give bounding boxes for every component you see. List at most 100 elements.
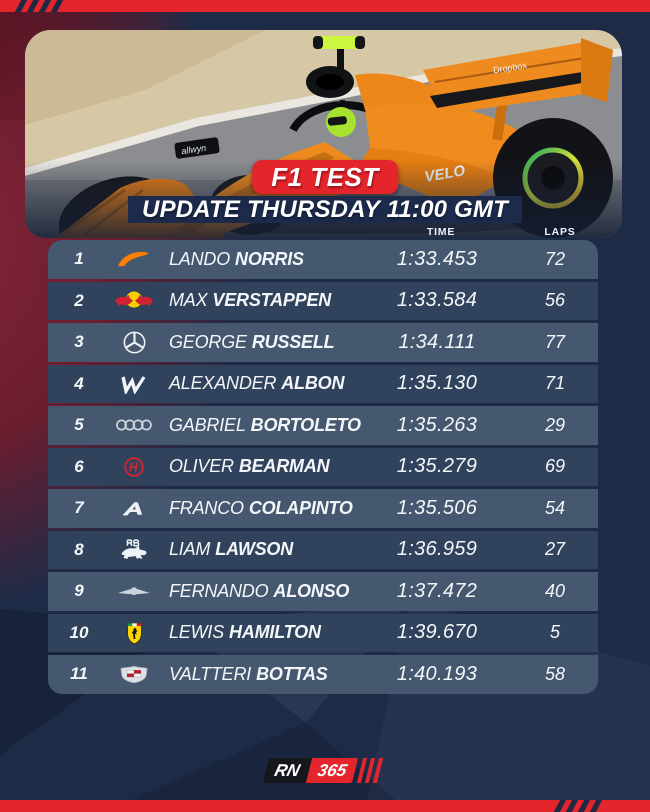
lap-count: 40 (544, 580, 566, 601)
driver-first-name: OLIVER (169, 456, 234, 477)
time-column-header: TIME (426, 226, 456, 238)
driver-name: LIAM LAWSON (158, 539, 362, 560)
driver-name: FRANCO COLAPINTO (158, 498, 362, 519)
driver-name: GABRIEL BORTOLETO (158, 415, 362, 436)
driver-last-name: ALBON (281, 373, 345, 394)
driver-last-name: HAMILTON (229, 622, 321, 643)
table-row: 6 OLIVER BEARMAN 1:35.279 69 (48, 447, 598, 486)
driver-first-name: MAX (169, 290, 208, 311)
lap-time: 1:35.279 (396, 455, 478, 478)
alpine-logo (110, 499, 158, 517)
driver-last-name: LAWSON (215, 539, 294, 560)
driver-last-name: BEARMAN (238, 456, 330, 477)
driver-first-name: LANDO (169, 248, 231, 269)
lap-count: 29 (544, 414, 566, 435)
driver-last-name: VERSTAPPEN (212, 290, 332, 311)
standings-table: 1 LANDO NORRIS 1:33.453 72 2 MAX VERSTAPPE… (48, 240, 598, 694)
table-row: 2 MAX VERSTAPPEN 1:33.584 56 (48, 281, 598, 320)
position: 5 (74, 415, 84, 435)
stripe-decoration (577, 800, 591, 812)
bottom-accent-bar (0, 800, 650, 812)
driver-first-name: ALEXANDER (169, 373, 277, 394)
table-row: 5 GABRIEL BORTOLETO 1:35.263 29 (48, 406, 598, 445)
table-row: 11 VALTTERI BOTTAS 1:40.193 58 (48, 655, 598, 694)
position: 2 (74, 290, 84, 310)
position: 7 (74, 498, 84, 518)
top-accent-bar (0, 0, 650, 12)
red-bull-logo (110, 290, 158, 311)
lap-time: 1:35.263 (396, 413, 478, 436)
mclaren-logo (110, 249, 158, 270)
mercedes-logo (110, 331, 158, 354)
lap-count: 58 (544, 663, 566, 684)
table-row: 9 FERNANDO ALONSO 1:37.472 40 (48, 572, 598, 611)
williams-logo (110, 374, 158, 394)
driver-last-name: NORRIS (235, 248, 304, 269)
table-row: 10 LEWIS HAMILTON 1:39.670 5 (48, 613, 598, 652)
driver-last-name: COLAPINTO (248, 497, 353, 518)
driver-name: FERNANDO ALONSO (158, 581, 362, 602)
position: 6 (74, 456, 84, 476)
lap-count: 72 (544, 248, 566, 269)
stripe-decoration (589, 800, 603, 812)
driver-first-name: VALTTERI (169, 663, 252, 684)
audi-logo (110, 416, 158, 434)
lap-time: 1:34.111 (398, 330, 476, 353)
update-title: UPDATE THURSDAY 11:00 GMT (128, 196, 522, 223)
rn365-logo: RN 365 (262, 758, 384, 783)
driver-name: MAX VERSTAPPEN (158, 290, 362, 311)
driver-last-name: BORTOLETO (250, 414, 361, 435)
table-row: 1 LANDO NORRIS 1:33.453 72 (48, 240, 598, 279)
position: 8 (74, 539, 84, 559)
aston-martin-logo (110, 584, 158, 598)
table-row: 7 FRANCO COLAPINTO 1:35.506 54 (48, 489, 598, 528)
driver-name: ALEXANDER ALBON (158, 373, 362, 394)
position: 3 (74, 332, 84, 352)
driver-last-name: RUSSELL (251, 331, 335, 352)
lap-time: 1:35.130 (396, 372, 478, 395)
driver-first-name: LEWIS (169, 622, 225, 643)
stripe-decoration (14, 0, 28, 12)
table-row: 3 GEORGE RUSSELL 1:34.111 77 (48, 323, 598, 362)
lap-count: 56 (544, 290, 566, 311)
position: 10 (69, 622, 89, 642)
ferrari-logo (110, 621, 158, 645)
driver-name: VALTTERI BOTTAS (158, 664, 362, 685)
driver-first-name: FERNANDO (169, 580, 269, 601)
cadillac-logo (110, 664, 158, 685)
position: 4 (74, 373, 84, 393)
haas-logo (110, 456, 158, 478)
lap-count: 5 (549, 622, 560, 643)
driver-name: GEORGE RUSSELL (158, 332, 362, 353)
racing-bulls-logo (110, 538, 158, 561)
driver-first-name: FRANCO (169, 497, 244, 518)
driver-first-name: LIAM (169, 539, 211, 560)
lap-time: 1:39.670 (396, 621, 478, 644)
driver-name: LANDO NORRIS (158, 249, 362, 270)
driver-name: LEWIS HAMILTON (158, 622, 362, 643)
stripe-decoration (38, 0, 52, 12)
driver-name: OLIVER BEARMAN (158, 456, 362, 477)
stripe-decoration (553, 800, 567, 812)
lap-time: 1:35.506 (396, 496, 478, 519)
position: 11 (70, 664, 88, 684)
f1-test-badge: F1 TEST (252, 160, 398, 194)
lap-count: 54 (544, 497, 566, 518)
lap-time: 1:40.193 (396, 662, 478, 685)
lap-count: 69 (544, 456, 566, 477)
lap-time: 1:33.453 (396, 247, 478, 270)
laps-column-header: LAPS (544, 226, 576, 238)
position: 9 (74, 581, 84, 601)
rn365-logo-rn: RN (262, 758, 312, 783)
lap-time: 1:37.472 (396, 579, 478, 602)
lap-count: 71 (544, 373, 566, 394)
driver-first-name: GEORGE (169, 331, 247, 352)
lap-count: 77 (544, 331, 566, 352)
stripe-decoration (50, 0, 64, 12)
lap-time: 1:36.959 (396, 538, 478, 561)
lap-count: 27 (544, 539, 566, 560)
lap-time: 1:33.584 (396, 289, 478, 312)
table-row: 4 ALEXANDER ALBON 1:35.130 71 (48, 364, 598, 403)
stripe-decoration (565, 800, 579, 812)
